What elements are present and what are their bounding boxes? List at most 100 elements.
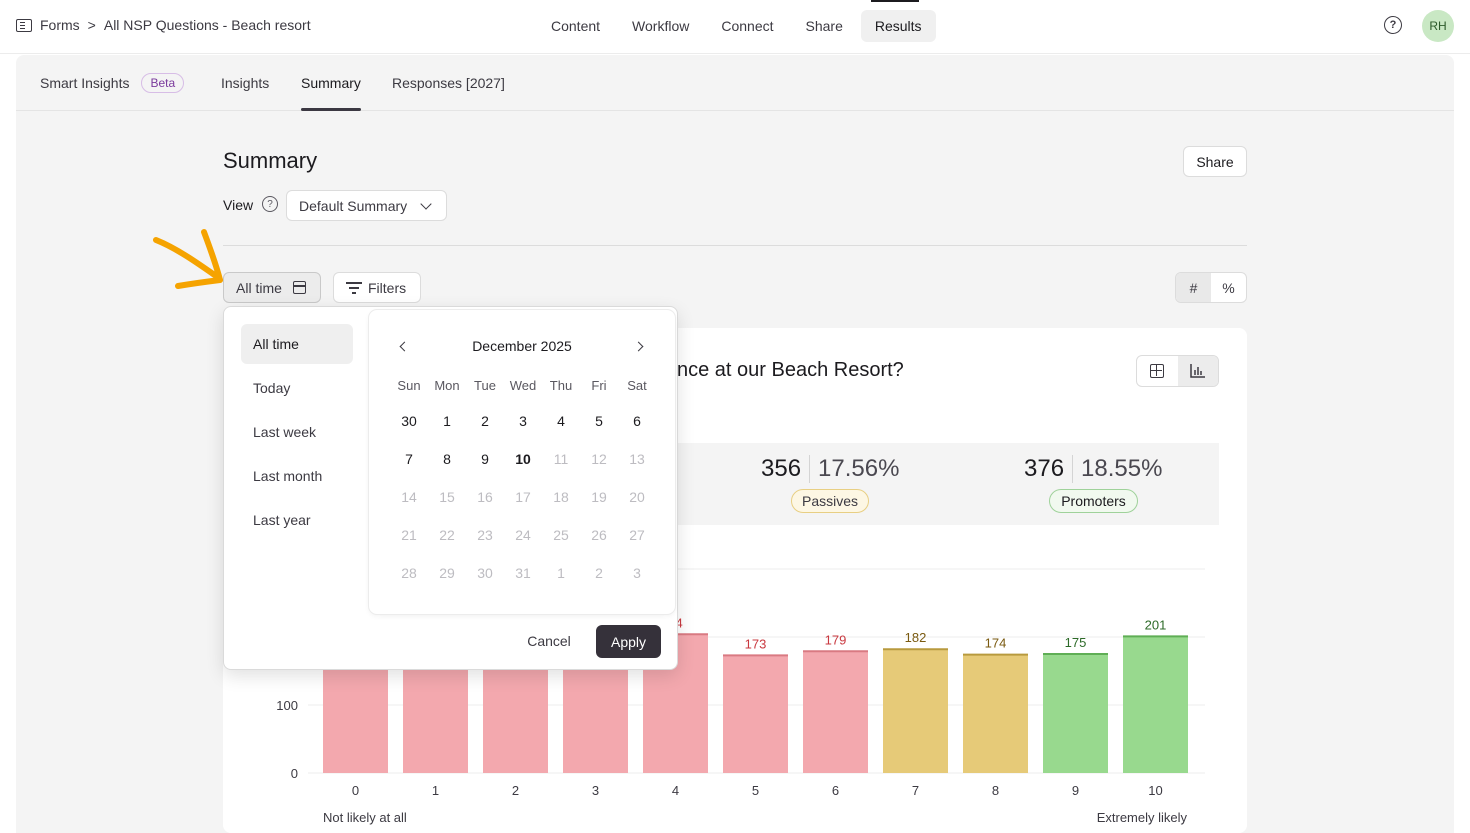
apply-button[interactable]: Apply [596, 625, 661, 658]
calendar-day: 2 [595, 565, 603, 581]
calendar-day[interactable]: 4 [557, 413, 565, 429]
forms-icon [16, 18, 32, 32]
chevron-down-icon [420, 198, 432, 210]
calendar-day: 18 [553, 489, 569, 505]
tab-responses[interactable]: Responses [2027] [392, 75, 505, 91]
date-preset-all-time[interactable]: All time [241, 324, 353, 364]
nav-results[interactable]: Results [860, 10, 936, 42]
nps-stats: 356 17.56% Passives 376 18.55% Promoters [677, 443, 1219, 525]
filters-button[interactable]: Filters [333, 272, 421, 303]
calendar-day: 20 [629, 489, 645, 505]
calendar-day[interactable]: 8 [443, 451, 451, 467]
calendar-day: 28 [401, 565, 417, 581]
calendar-day: 23 [477, 527, 493, 543]
stat-passives: 356 17.56% Passives [677, 443, 953, 525]
calendar-day: 16 [477, 489, 493, 505]
chart-view-button[interactable] [1177, 356, 1218, 386]
count-percent-toggle: # % [1175, 272, 1247, 303]
nav-connect[interactable]: Connect [721, 18, 774, 34]
calendar-day: 30 [477, 565, 493, 581]
passives-count: 356 [761, 455, 802, 482]
nav-content[interactable]: Content [551, 18, 601, 34]
view-help-icon[interactable]: ? [262, 196, 278, 212]
top-bar: Forms > All NSP Questions - Beach resort… [0, 0, 1470, 54]
tab-smart-insights[interactable]: Smart Insights Beta [40, 55, 185, 111]
view-label: View [223, 197, 254, 213]
calendar-day[interactable]: 7 [405, 451, 413, 467]
breadcrumb-current[interactable]: All NSP Questions - Beach resort [103, 17, 311, 33]
calendar-day: 15 [439, 489, 455, 505]
calendar-day: 25 [553, 527, 569, 543]
calendar-day[interactable]: 9 [481, 451, 489, 467]
weekday-label: Tue [474, 378, 496, 393]
date-range-label: All time [236, 279, 282, 296]
filters-label: Filters [368, 279, 407, 296]
calendar-day: 17 [515, 489, 531, 505]
calendar-day[interactable]: 30 [401, 413, 417, 429]
passives-percent: 17.56% [818, 455, 900, 482]
nav-share[interactable]: Share [805, 18, 843, 34]
calendar-day[interactable]: 10 [515, 451, 531, 467]
results-tabs: Smart Insights Beta Insights Summary Res… [16, 55, 1454, 111]
stat-promoters: 376 18.55% Promoters [953, 443, 1219, 525]
weekday-label: Wed [509, 378, 537, 393]
calendar-icon [293, 281, 306, 294]
main-nav: Content Workflow Connect Share Results [537, 10, 936, 42]
table-icon [1150, 364, 1165, 378]
percent-toggle[interactable]: % [1222, 279, 1235, 296]
calendar-day: 1 [557, 565, 565, 581]
help-circle-icon[interactable]: ? [1384, 16, 1402, 34]
date-preset-today[interactable]: Today [253, 380, 291, 396]
share-button[interactable]: Share [1183, 146, 1247, 177]
divider [223, 245, 1247, 246]
cancel-button[interactable]: Cancel [527, 633, 571, 649]
calendar-day[interactable]: 6 [633, 413, 641, 429]
bar-chart-icon [1190, 364, 1205, 378]
calendar-day[interactable]: 3 [519, 413, 527, 429]
calendar-month: December 2025 [472, 338, 572, 354]
weekday-label: Mon [434, 378, 460, 393]
nav-workflow[interactable]: Workflow [632, 18, 690, 34]
passives-badge: Passives [791, 489, 869, 513]
chart-view-toggle [1136, 355, 1219, 387]
calendar: December 2025 Sun Mon Tue Wed Thu Fri Sat 30 1 2 3… [369, 310, 675, 614]
date-range-button[interactable]: All time [223, 272, 321, 303]
calendar-day[interactable]: 2 [481, 413, 489, 429]
calendar-day: 13 [629, 451, 645, 467]
date-preset-last-week[interactable]: Last week [253, 424, 317, 440]
calendar-day: 21 [401, 527, 417, 543]
date-picker-popover: All time Today Last week Last month Last yea… [223, 306, 678, 670]
breadcrumb: Forms > All NSP Questions - Beach resort [16, 17, 311, 33]
date-preset-last-month[interactable]: Last month [253, 468, 323, 484]
promoters-badge: Promoters [1049, 489, 1138, 513]
calendar-day: 11 [553, 451, 569, 467]
weekday-label: Sat [627, 378, 647, 393]
annotation-arrow-icon [153, 229, 223, 289]
view-select-value: Default Summary [299, 197, 408, 214]
date-preset-last-year[interactable]: Last year [253, 512, 311, 528]
avatar[interactable]: RH [1422, 10, 1454, 42]
calendar-day: 26 [591, 527, 607, 543]
calendar-day: 22 [439, 527, 455, 543]
nav-active-indicator [871, 0, 919, 2]
weekday-label: Thu [549, 378, 573, 393]
filter-icon [346, 282, 362, 294]
weekday-label: Fri [591, 378, 607, 393]
calendar-day: 24 [515, 527, 531, 543]
view-select[interactable]: Default Summary [286, 190, 447, 221]
count-toggle[interactable]: # [1176, 273, 1211, 302]
calendar-day[interactable]: 1 [443, 413, 451, 429]
calendar-day[interactable]: 5 [595, 413, 603, 429]
page-title: Summary [223, 148, 318, 173]
calendar-day: 12 [591, 451, 607, 467]
calendar-day: 3 [633, 565, 641, 581]
calendar-grid: Sun Mon Tue Wed Thu Fri Sat 30 1 2 3 4 5 6 7 8 9 10 11 12 13… [390, 378, 656, 592]
table-view-button[interactable] [1137, 356, 1178, 386]
tab-insights[interactable]: Insights [221, 75, 270, 91]
tab-summary[interactable]: Summary [301, 55, 361, 111]
promoters-count: 376 [1024, 455, 1065, 482]
weekday-label: Sun [397, 378, 421, 393]
beta-badge: Beta [141, 73, 185, 93]
breadcrumb-separator: > [87, 17, 96, 33]
breadcrumb-root[interactable]: Forms [40, 17, 80, 33]
